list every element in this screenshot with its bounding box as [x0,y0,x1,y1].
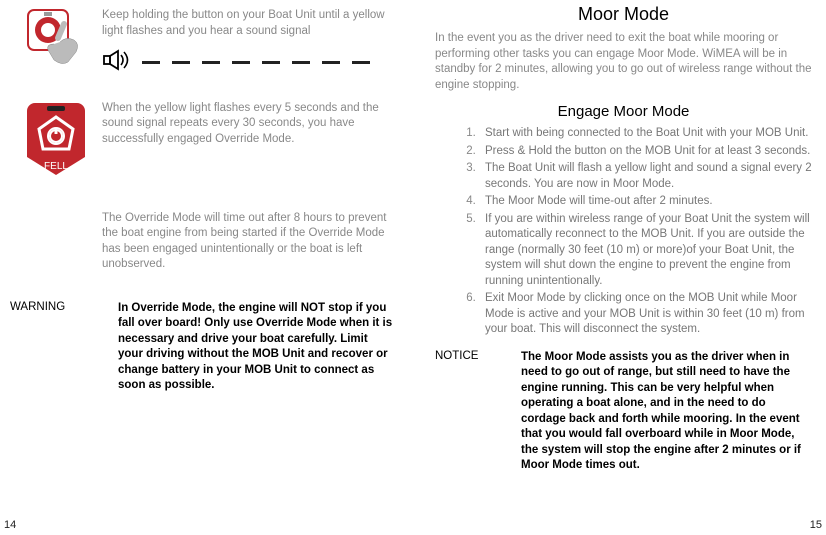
block-1-text: Keep holding the button on your Boat Uni… [102,8,395,77]
block-3: The Override Mode will time out after 8 … [10,211,395,273]
warning-row: WARNING In Override Mode, the engine wil… [10,301,395,394]
engage-subtitle: Engage Moor Mode [435,103,812,120]
notice-row: NOTICE The Moor Mode assists you as the … [435,350,812,474]
sound-signal-row [102,49,395,77]
step-item: The Moor Mode will time-out after 2 minu… [479,194,812,210]
step-item: Press & Hold the button on the MOB Unit … [479,144,812,160]
step-item: The Boat Unit will flash a yellow light … [479,161,812,192]
warning-body: In Override Mode, the engine will NOT st… [118,301,395,394]
step-item: Exit Moor Mode by clicking once on the M… [479,291,812,338]
page-number-left: 14 [4,519,16,531]
block-2-text: When the yellow light flashes every 5 se… [102,101,395,177]
icon-empty [10,211,102,273]
block-1: Keep holding the button on your Boat Uni… [10,8,395,77]
dash-line [142,61,370,64]
page-right: Moor Mode In the event you as the driver… [413,0,826,535]
icon-press-button [10,8,102,77]
svg-text:FELL: FELL [44,161,68,172]
block-3-text: The Override Mode will time out after 8 … [102,211,395,273]
step-item: Start with being connected to the Boat U… [479,126,812,142]
page-left: Keep holding the button on your Boat Uni… [0,0,413,535]
speaker-icon [102,49,132,77]
warning-label: WARNING [10,301,118,394]
notice-body: The Moor Mode assists you as the driver … [521,350,812,474]
block-1-body: Keep holding the button on your Boat Uni… [102,8,395,39]
steps-list: Start with being connected to the Boat U… [435,126,812,340]
moor-mode-title: Moor Mode [435,4,812,25]
icon-fell-tag: FELL [10,101,102,177]
step-item: If you are within wireless range of your… [479,212,812,290]
block-2: FELL When the yellow light flashes every… [10,101,395,177]
page-number-right: 15 [810,519,822,531]
moor-mode-intro: In the event you as the driver need to e… [435,31,812,93]
notice-label: NOTICE [435,350,521,474]
